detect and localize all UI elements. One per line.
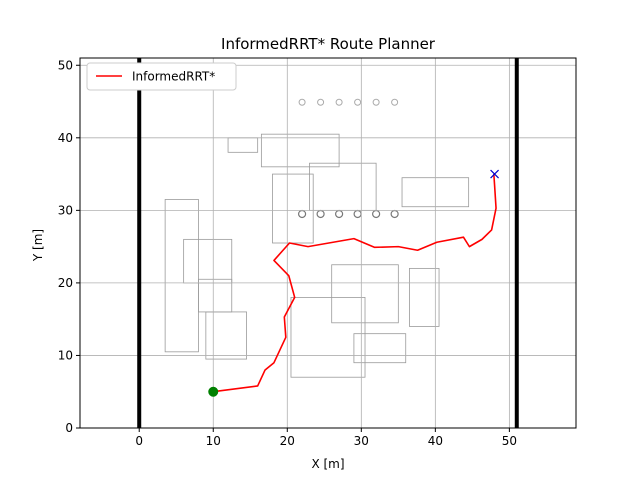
- map-obstacle: [372, 98, 380, 106]
- legend-label: InformedRRT*: [132, 70, 215, 84]
- series-layer: [213, 174, 497, 393]
- map-obstacle: [331, 264, 399, 324]
- map-obstacle: [353, 333, 407, 364]
- y-tick-label: 50: [58, 58, 73, 72]
- y-tick-label: 30: [58, 203, 73, 217]
- x-tick-label: 50: [502, 434, 517, 448]
- x-tick-label: 0: [135, 434, 143, 448]
- goal-marker-stroke: [490, 169, 499, 179]
- map-obstacle: [290, 297, 366, 378]
- map-obstacle: [164, 199, 199, 353]
- y-tick-label: 0: [65, 421, 73, 435]
- x-tick-label: 30: [354, 434, 369, 448]
- start-marker: [208, 386, 219, 397]
- legend-box: [86, 62, 237, 91]
- ticks: 0 10 20 30 40 50 0 10 20 30 40 50: [58, 58, 517, 448]
- map-obstacle: [354, 98, 362, 106]
- legend: InformedRRT*: [86, 62, 237, 91]
- x-tick-label: 20: [280, 434, 295, 448]
- map-obstacle: [260, 133, 340, 168]
- map-obstacle: [317, 98, 325, 106]
- map-obstacle: [409, 267, 440, 327]
- markers: [208, 169, 499, 397]
- y-axis-label: Y [m]: [31, 229, 45, 262]
- x-axis-label: X [m]: [311, 457, 344, 471]
- boundary-walls: [137, 58, 519, 428]
- y-tick-label: 10: [58, 348, 73, 362]
- occupancy-map: [164, 98, 470, 378]
- y-tick-label: 40: [58, 131, 73, 145]
- goal-marker: [490, 169, 499, 179]
- axes-frame: [79, 57, 577, 429]
- map-obstacle: [391, 98, 399, 106]
- map-obstacle: [205, 311, 247, 360]
- x-tick-label: 10: [206, 434, 221, 448]
- chart-title: InformedRRT* Route Planner: [221, 35, 436, 53]
- x-tick-label: 40: [428, 434, 443, 448]
- map-obstacle: [298, 98, 306, 106]
- map-obstacle: [335, 98, 343, 106]
- route-line: [213, 174, 497, 393]
- y-tick-label: 20: [58, 276, 73, 290]
